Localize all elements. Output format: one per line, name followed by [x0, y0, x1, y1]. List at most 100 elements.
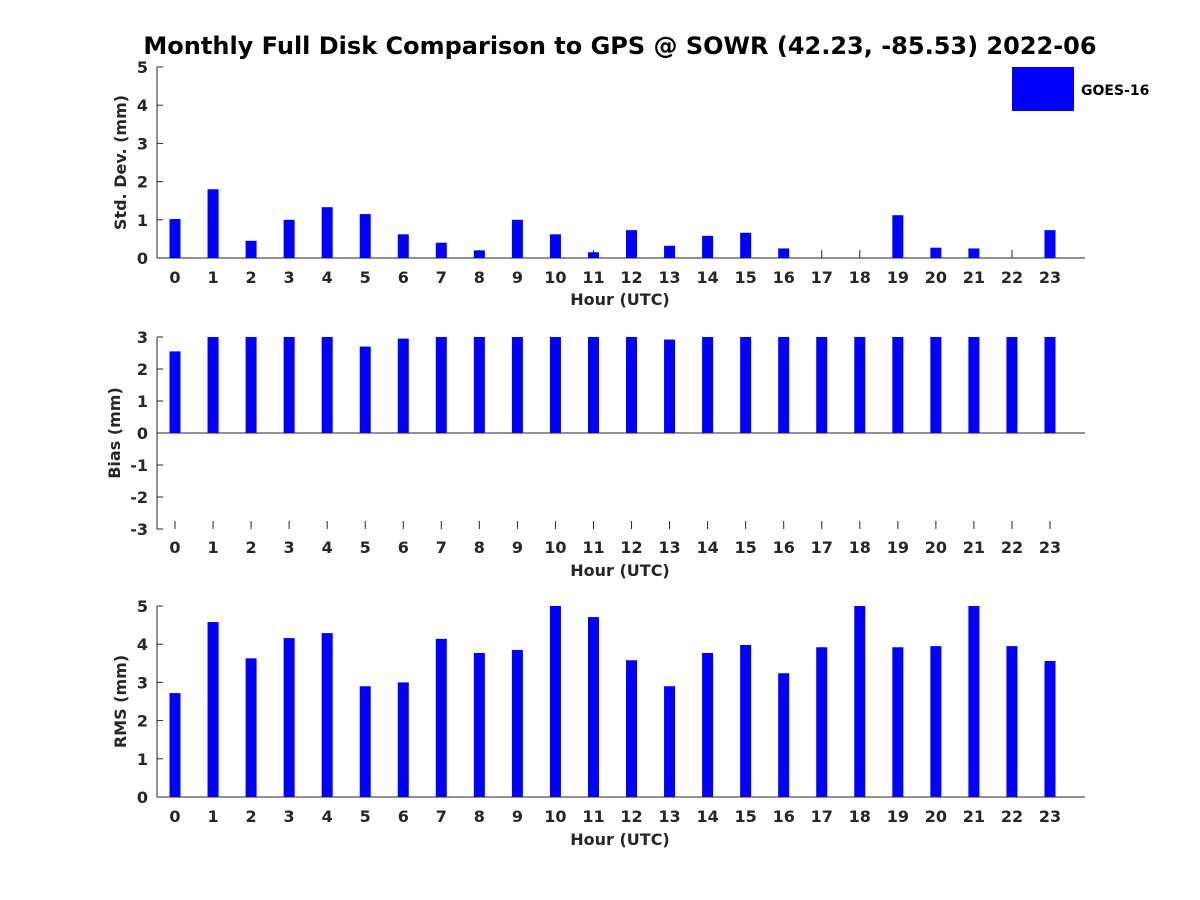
x-tick-label-bias: 17 — [811, 538, 833, 557]
bar-bias-6 — [397, 338, 409, 433]
x-tick-label-std-dev: 1 — [207, 268, 218, 287]
x-tick-label-bias: 7 — [436, 538, 447, 557]
x-tick-label-rms: 9 — [512, 807, 523, 826]
x-tick-label-bias: 22 — [1001, 538, 1023, 557]
x-tick-label-rms: 5 — [360, 807, 371, 826]
chart-title: Monthly Full Disk Comparison to GPS @ SO… — [143, 32, 1096, 60]
y-tick-label-rms: 0 — [137, 788, 148, 807]
bar-rms-3 — [283, 638, 295, 797]
x-axis-label-std-dev: Hour (UTC) — [570, 290, 670, 309]
bar-bias-12 — [626, 337, 638, 433]
legend: GOES-16 — [1012, 67, 1149, 111]
x-tick-label-bias: 19 — [887, 538, 909, 557]
bar-rms-18 — [854, 606, 866, 797]
bar-rms-7 — [435, 638, 447, 797]
bar-rms-0 — [169, 693, 181, 797]
y-tick-label-std-dev: 5 — [137, 58, 148, 77]
bar-bias-4 — [321, 337, 333, 433]
y-tick-label-rms: 3 — [137, 673, 148, 692]
bar-bias-23 — [1044, 337, 1056, 433]
x-tick-label-rms: 16 — [773, 807, 795, 826]
bar-std-dev-2 — [245, 240, 257, 258]
x-tick-label-rms: 20 — [925, 807, 947, 826]
x-tick-label-std-dev: 7 — [436, 268, 447, 287]
x-tick-label-bias: 4 — [322, 538, 333, 557]
y-tick-label-std-dev: 3 — [137, 134, 148, 153]
bar-std-dev-15 — [740, 232, 752, 258]
bar-bias-22 — [1006, 337, 1018, 433]
x-tick-label-bias: 16 — [773, 538, 795, 557]
x-tick-label-bias: 14 — [696, 538, 718, 557]
bar-bias-5 — [359, 346, 371, 433]
bar-std-dev-9 — [511, 219, 523, 258]
y-tick-label-rms: 4 — [137, 635, 148, 654]
y-tick-label-rms: 1 — [137, 750, 148, 769]
x-tick-label-bias: 12 — [620, 538, 642, 557]
bar-rms-10 — [549, 606, 561, 797]
bar-bias-14 — [702, 337, 714, 433]
bar-bias-2 — [245, 337, 257, 433]
x-tick-label-std-dev: 15 — [735, 268, 757, 287]
bar-bias-9 — [511, 337, 523, 433]
x-tick-label-rms: 10 — [544, 807, 566, 826]
bar-std-dev-14 — [702, 235, 714, 258]
bar-rms-15 — [740, 644, 752, 797]
x-tick-label-rms: 4 — [322, 807, 333, 826]
x-tick-label-rms: 2 — [246, 807, 257, 826]
x-tick-label-std-dev: 9 — [512, 268, 523, 287]
bar-bias-8 — [473, 337, 485, 433]
x-tick-label-std-dev: 12 — [620, 268, 642, 287]
x-tick-label-bias: 13 — [658, 538, 680, 557]
y-tick-label-bias: 1 — [137, 392, 148, 411]
x-tick-label-bias: 2 — [246, 538, 257, 557]
x-tick-label-std-dev: 8 — [474, 268, 485, 287]
bar-rms-22 — [1006, 646, 1018, 797]
bar-std-dev-11 — [587, 252, 599, 258]
bar-bias-19 — [892, 337, 904, 433]
x-tick-label-bias: 9 — [512, 538, 523, 557]
x-tick-label-rms: 8 — [474, 807, 485, 826]
y-tick-label-bias: 0 — [137, 424, 148, 443]
bar-std-dev-4 — [321, 207, 333, 258]
x-tick-label-rms: 0 — [169, 807, 180, 826]
x-tick-label-std-dev: 2 — [246, 268, 257, 287]
x-tick-label-rms: 12 — [620, 807, 642, 826]
x-tick-label-rms: 22 — [1001, 807, 1023, 826]
x-tick-label-rms: 6 — [398, 807, 409, 826]
x-tick-label-bias: 6 — [398, 538, 409, 557]
y-tick-label-bias: 3 — [137, 328, 148, 347]
bar-rms-6 — [397, 682, 409, 797]
x-tick-label-bias: 5 — [360, 538, 371, 557]
x-tick-label-std-dev: 23 — [1039, 268, 1061, 287]
bar-std-dev-7 — [435, 242, 447, 258]
bar-std-dev-5 — [359, 214, 371, 258]
bar-bias-11 — [587, 337, 599, 433]
bar-rms-11 — [587, 617, 599, 797]
x-tick-label-bias: 11 — [582, 538, 604, 557]
x-tick-label-std-dev: 17 — [811, 268, 833, 287]
y-tick-label-std-dev: 4 — [137, 96, 148, 115]
x-tick-label-rms: 7 — [436, 807, 447, 826]
bar-std-dev-20 — [930, 247, 942, 258]
bar-rms-13 — [664, 686, 676, 797]
x-tick-label-rms: 13 — [658, 807, 680, 826]
legend-swatch — [1012, 67, 1074, 111]
bar-rms-4 — [321, 633, 333, 797]
bar-rms-8 — [473, 652, 485, 797]
x-tick-label-std-dev: 22 — [1001, 268, 1023, 287]
bar-rms-9 — [511, 649, 523, 797]
x-tick-label-std-dev: 3 — [284, 268, 295, 287]
bar-bias-21 — [968, 337, 980, 433]
x-tick-label-bias: 1 — [207, 538, 218, 557]
bar-std-dev-10 — [549, 234, 561, 258]
y-tick-label-std-dev: 1 — [137, 211, 148, 230]
y-tick-label-bias: -1 — [130, 456, 148, 475]
bar-rms-19 — [892, 647, 904, 797]
y-tick-label-rms: 5 — [137, 597, 148, 616]
x-axis-label-rms: Hour (UTC) — [570, 830, 670, 849]
x-tick-label-rms: 21 — [963, 807, 985, 826]
